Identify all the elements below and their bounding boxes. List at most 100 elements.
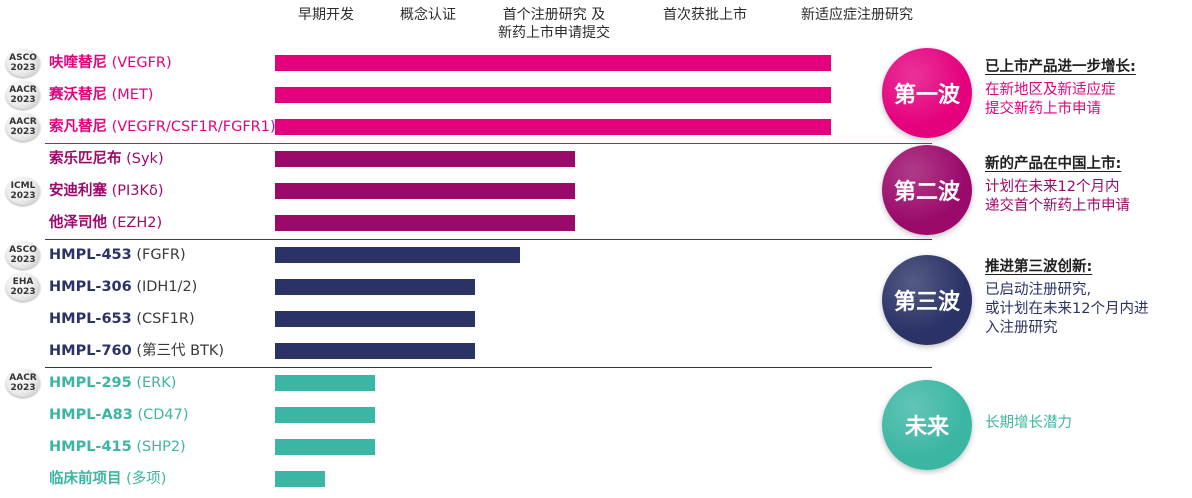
phase-label: 首个注册研究 及新药上市申请提交	[498, 6, 610, 42]
stage-bar	[275, 471, 325, 487]
badge-text: 2023	[10, 383, 36, 393]
wave-description: 计划在未来12个月内	[985, 179, 1120, 195]
drug-label: HMPL-760 (第三代 BTK)	[49, 342, 224, 360]
drug-label: HMPL-295 (ERK)	[49, 374, 176, 392]
drug-name: HMPL-295	[49, 375, 132, 391]
wave-heading: 新的产品在中国上市:	[985, 156, 1122, 172]
wave-heading: 已上市产品进一步增长:	[985, 59, 1136, 75]
stage-bar	[275, 343, 475, 359]
drug-label: HMPL-453 (FGFR)	[49, 246, 186, 264]
drug-target: (FGFR)	[136, 247, 186, 263]
drug-target: (VEGFR)	[111, 55, 172, 71]
drug-name: 索凡替尼	[49, 119, 107, 135]
badge-text: ASCO	[9, 245, 37, 255]
wave-circle: 第一波	[882, 48, 972, 138]
drug-target: (CD47)	[137, 407, 189, 423]
drug-name: HMPL-415	[49, 439, 132, 455]
drug-name: HMPL-760	[49, 343, 132, 359]
wave-note: 推进第三波创新: 已启动注册研究, 或计划在未来12个月内进 入注册研究	[985, 258, 1190, 338]
drug-label: HMPL-306 (IDH1/2)	[49, 278, 197, 296]
conference-badge: ASCO 2023	[6, 241, 40, 269]
badge-text: 2023	[10, 63, 36, 73]
phase-label-line: 新药上市申请提交	[498, 25, 610, 41]
wave-description: 或计划在未来12个月内进	[985, 301, 1149, 317]
phase-label-line: 新适应症注册研究	[801, 7, 913, 23]
wave-circle: 第三波	[882, 255, 972, 345]
badge-text: 2023	[10, 255, 36, 265]
conference-badge: AACR 2023	[6, 369, 40, 397]
stage-bar	[275, 55, 831, 71]
group-separator	[45, 239, 932, 240]
wave-description: 递交首个新药上市申请	[985, 198, 1130, 214]
drug-target: (多项)	[126, 471, 167, 487]
drug-label: HMPL-653 (CSF1R)	[49, 310, 195, 328]
drug-target: (Syk)	[126, 151, 164, 167]
stage-bar	[275, 247, 520, 263]
drug-label: 赛沃替尼 (MET)	[49, 86, 153, 104]
conference-badge: AACR 2023	[6, 81, 40, 109]
phase-label-line: 概念认证	[400, 7, 456, 23]
badge-text: AACR	[9, 373, 37, 383]
stage-bar	[275, 407, 375, 423]
drug-target: (EZH2)	[111, 215, 163, 231]
drug-label: HMPL-415 (SHP2)	[49, 438, 186, 456]
drug-name: HMPL-A83	[49, 407, 133, 423]
badge-text: 2023	[10, 191, 36, 201]
stage-bar	[275, 279, 475, 295]
drug-name: HMPL-306	[49, 279, 132, 295]
stage-bar	[275, 311, 475, 327]
badge-text: AACR	[9, 117, 37, 127]
drug-name: 赛沃替尼	[49, 87, 107, 103]
stage-bar	[275, 183, 575, 199]
badge-text: AACR	[9, 85, 37, 95]
stage-bar	[275, 439, 375, 455]
drug-label: 他泽司他 (EZH2)	[49, 214, 162, 232]
phase-label-line: 首次获批上市	[663, 7, 747, 23]
drug-label: 索凡替尼 (VEGFR/CSF1R/FGFR1)	[49, 118, 276, 136]
stage-bar	[275, 151, 575, 167]
badge-text: ASCO	[9, 53, 37, 63]
wave-description: 提交新药上市申请	[985, 101, 1101, 117]
drug-label: 索乐匹尼布 (Syk)	[49, 150, 164, 168]
badge-text: EHA	[12, 277, 34, 287]
wave-circle: 第二波	[882, 145, 972, 235]
stage-bar	[275, 375, 375, 391]
wave-heading: 推进第三波创新:	[985, 259, 1093, 275]
drug-label: 呋喹替尼 (VEGFR)	[49, 54, 172, 72]
phase-label: 概念认证	[400, 6, 456, 24]
phase-label: 早期开发	[298, 6, 354, 24]
phase-label-line: 首个注册研究 及	[502, 7, 606, 23]
conference-badge: EHA 2023	[6, 273, 40, 301]
drug-label: 安迪利塞 (PI3Kδ)	[49, 182, 164, 200]
wave-description: 入注册研究	[985, 320, 1058, 336]
wave-note: 已上市产品进一步增长: 在新地区及新适应症 提交新药上市申请	[985, 58, 1190, 119]
drug-label: HMPL-A83 (CD47)	[49, 406, 189, 424]
drug-name: 呋喹替尼	[49, 55, 107, 71]
wave-description: 在新地区及新适应症	[985, 82, 1116, 98]
drug-target: (ERK)	[136, 375, 177, 391]
drug-name: HMPL-453	[49, 247, 132, 263]
wave-note: 新的产品在中国上市: 计划在未来12个月内 递交首个新药上市申请	[985, 155, 1190, 216]
drug-target: (IDH1/2)	[136, 279, 198, 295]
stage-bar	[275, 119, 831, 135]
drug-target: (SHP2)	[136, 439, 186, 455]
phase-label: 新适应症注册研究	[801, 6, 913, 24]
drug-target: (CSF1R)	[136, 311, 195, 327]
drug-label: 临床前项目 (多项)	[49, 470, 166, 488]
conference-badge: ASCO 2023	[6, 49, 40, 77]
wave-description: 已启动注册研究,	[985, 282, 1092, 298]
badge-text: 2023	[10, 95, 36, 105]
drug-target: (VEGFR/CSF1R/FGFR1)	[111, 119, 276, 135]
wave-note: 长期增长潜力	[985, 414, 1190, 433]
conference-badge: ICML 2023	[6, 177, 40, 205]
phase-label-line: 早期开发	[298, 7, 354, 23]
wave-circle: 未来	[882, 380, 972, 470]
badge-text: 2023	[10, 127, 36, 137]
drug-name: 安迪利塞	[49, 183, 107, 199]
badge-text: 2023	[10, 287, 36, 297]
drug-name: 他泽司他	[49, 215, 107, 231]
group-separator	[45, 143, 932, 144]
drug-name: 临床前项目	[49, 471, 122, 487]
group-separator	[45, 367, 932, 368]
drug-target: (PI3Kδ)	[111, 183, 164, 199]
